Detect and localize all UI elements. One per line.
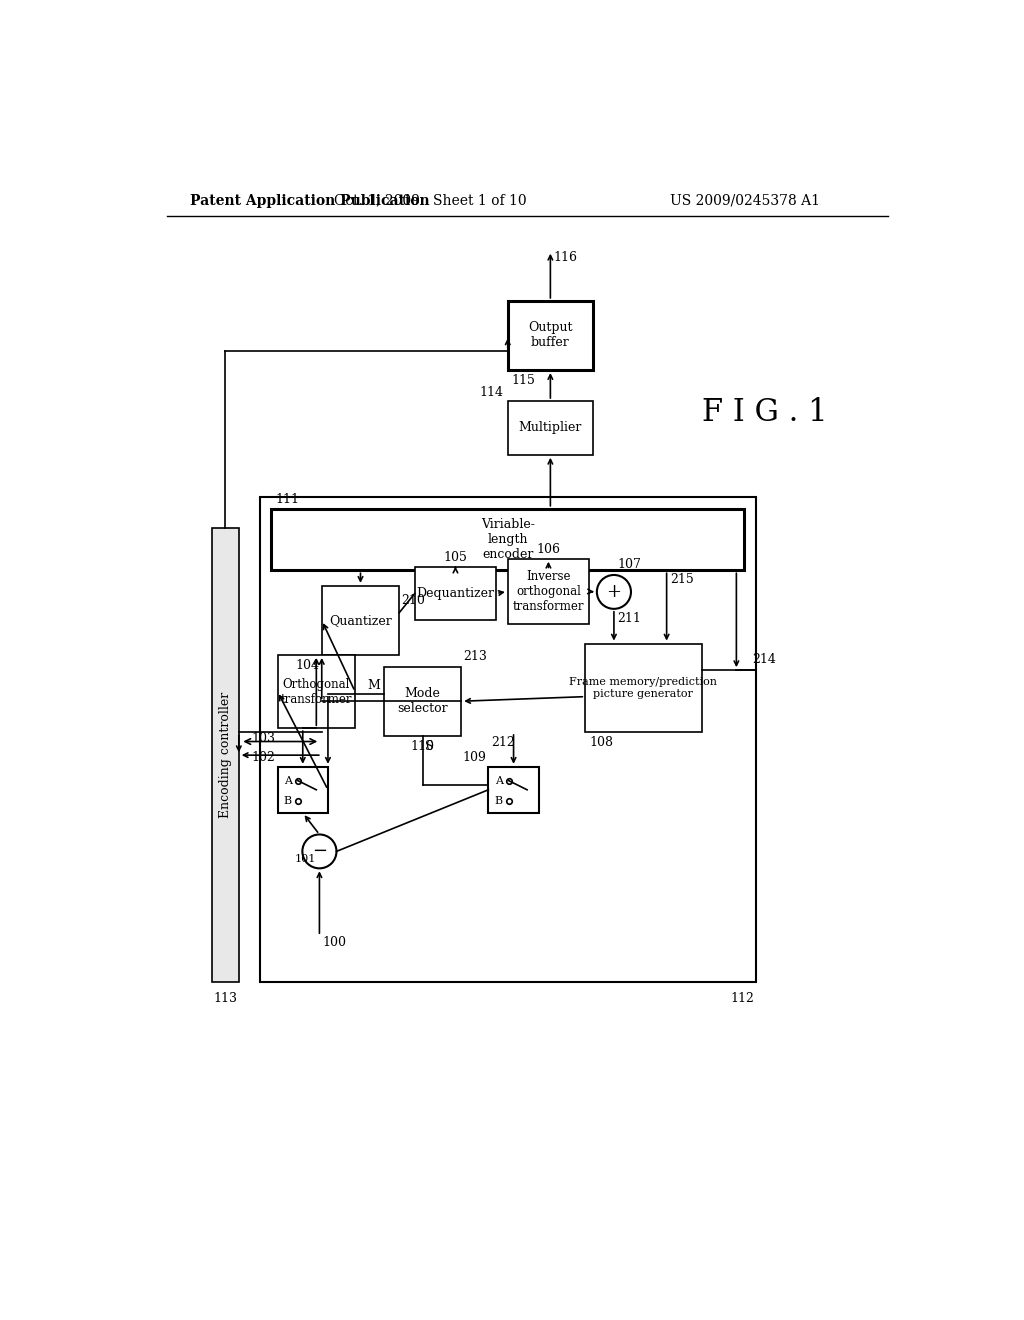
- Text: A: A: [495, 776, 503, 785]
- Text: F I G . 1: F I G . 1: [701, 397, 827, 428]
- Text: S: S: [425, 739, 433, 752]
- FancyBboxPatch shape: [508, 401, 593, 455]
- Text: Output
buffer: Output buffer: [528, 322, 572, 350]
- FancyBboxPatch shape: [260, 498, 756, 982]
- Text: 102: 102: [251, 751, 275, 764]
- FancyBboxPatch shape: [271, 508, 744, 570]
- Text: 112: 112: [730, 991, 755, 1005]
- Text: 212: 212: [490, 737, 514, 748]
- Text: 211: 211: [617, 612, 641, 624]
- Text: 109: 109: [462, 751, 486, 764]
- FancyBboxPatch shape: [415, 566, 496, 620]
- Text: Patent Application Publication: Patent Application Publication: [190, 194, 430, 207]
- Text: 105: 105: [443, 552, 467, 564]
- Text: B: B: [284, 796, 292, 807]
- Text: Encoding controller: Encoding controller: [219, 692, 231, 818]
- Text: 100: 100: [323, 936, 346, 949]
- Text: Frame memory/prediction
picture generator: Frame memory/prediction picture generato…: [569, 677, 718, 698]
- Text: Dequantizer: Dequantizer: [417, 587, 495, 601]
- Text: B: B: [495, 796, 503, 807]
- FancyBboxPatch shape: [384, 667, 461, 737]
- Text: Quantizer: Quantizer: [329, 614, 392, 627]
- FancyBboxPatch shape: [508, 558, 589, 624]
- Text: 210: 210: [400, 594, 425, 607]
- Text: Oct. 1, 2009   Sheet 1 of 10: Oct. 1, 2009 Sheet 1 of 10: [334, 194, 526, 207]
- Text: 115: 115: [512, 374, 536, 387]
- Text: 104: 104: [296, 659, 319, 672]
- FancyBboxPatch shape: [488, 767, 539, 813]
- Text: Viriable-
length
encoder: Viriable- length encoder: [481, 517, 535, 561]
- Text: 110: 110: [411, 739, 434, 752]
- FancyBboxPatch shape: [322, 586, 399, 655]
- Text: Multiplier: Multiplier: [519, 421, 582, 434]
- FancyBboxPatch shape: [278, 767, 328, 813]
- Text: 108: 108: [589, 737, 613, 748]
- FancyBboxPatch shape: [212, 528, 239, 982]
- Text: 111: 111: [275, 494, 299, 507]
- Text: 103: 103: [251, 733, 275, 744]
- Text: 214: 214: [752, 653, 776, 667]
- Text: 106: 106: [537, 544, 560, 557]
- Text: M: M: [367, 678, 380, 692]
- Text: 213: 213: [464, 649, 487, 663]
- Text: Inverse
orthogonal
transformer: Inverse orthogonal transformer: [513, 570, 584, 612]
- Circle shape: [302, 834, 337, 869]
- Text: 113: 113: [213, 991, 238, 1005]
- Text: 107: 107: [617, 558, 642, 572]
- Circle shape: [597, 576, 631, 609]
- Text: 101: 101: [294, 854, 315, 863]
- Text: US 2009/0245378 A1: US 2009/0245378 A1: [671, 194, 820, 207]
- Text: Orthogonal
transformer: Orthogonal transformer: [281, 677, 352, 706]
- FancyBboxPatch shape: [278, 655, 355, 729]
- Text: 215: 215: [670, 573, 693, 586]
- Text: +: +: [606, 583, 622, 601]
- FancyBboxPatch shape: [586, 644, 701, 733]
- Text: 116: 116: [554, 251, 578, 264]
- Text: A: A: [284, 776, 292, 785]
- Text: −: −: [312, 842, 327, 861]
- Text: 114: 114: [480, 385, 504, 399]
- Text: Mode
selector: Mode selector: [397, 688, 447, 715]
- FancyBboxPatch shape: [508, 301, 593, 370]
